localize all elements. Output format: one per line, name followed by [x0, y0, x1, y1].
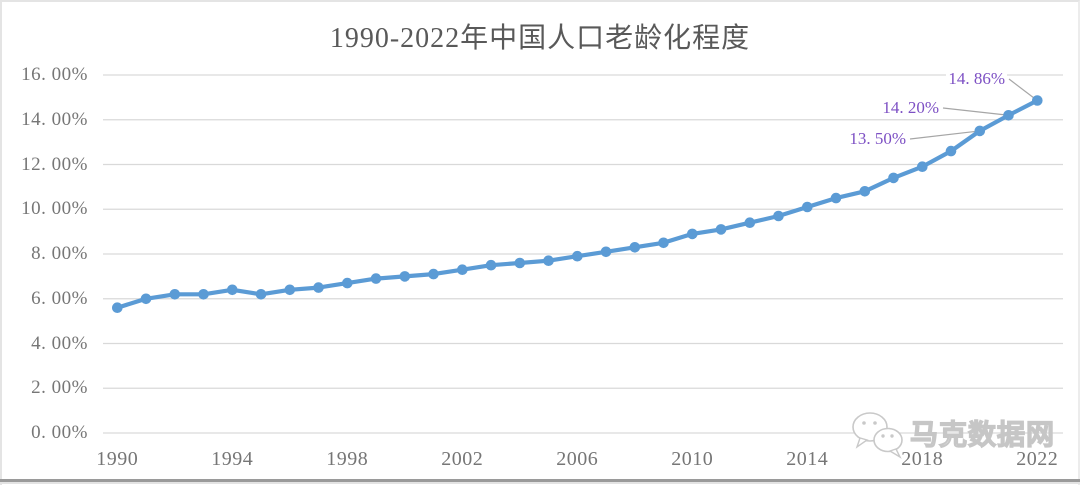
data-point-2013 [773, 210, 784, 222]
leader-line [1008, 78, 1038, 101]
data-point-2002 [457, 264, 468, 276]
x-axis-label: 2006 [556, 448, 599, 470]
x-axis-label: 2010 [671, 448, 714, 470]
data-point-1998 [342, 277, 353, 289]
data-point-1995 [255, 289, 267, 300]
data-point-1990 [112, 302, 123, 314]
y-axis-label: 0. 00% [31, 422, 88, 443]
x-axis-label: 1994 [211, 448, 254, 470]
x-axis-label: 1990 [96, 448, 139, 470]
data-point-2011 [715, 224, 727, 235]
data-point-1999 [370, 273, 382, 284]
y-axis-label: 6. 00% [31, 287, 88, 309]
chart-title: 1990-2022年中国人口老龄化程度 [329, 23, 751, 54]
y-axis-label: 16. 00% [21, 64, 88, 85]
data-label-2021: 14. 20% [880, 97, 941, 118]
data-point-2006 [572, 250, 583, 262]
data-point-1991 [140, 293, 152, 305]
y-axis-label: 10. 00% [21, 198, 88, 220]
watermark: 马克数据网 [846, 406, 1072, 460]
data-point-2016 [859, 186, 871, 197]
data-point-2015 [830, 192, 842, 204]
x-axis-label: 1998 [326, 448, 369, 470]
data-point-2007 [600, 246, 612, 258]
data-label-2020: 13. 50% [847, 128, 908, 149]
y-axis-label: 14. 00% [21, 108, 88, 130]
data-point-1992 [169, 289, 181, 300]
data-point-1996 [284, 284, 296, 296]
leader-line [942, 107, 1009, 116]
y-axis-label: 8. 00% [31, 243, 88, 264]
data-point-2009 [658, 237, 669, 249]
data-point-2003 [485, 259, 497, 271]
data-point-2020 [974, 125, 986, 137]
data-point-2004 [514, 257, 526, 269]
data-label-2022: 14. 86% [946, 68, 1007, 89]
bottom-border-bar [0, 479, 1080, 484]
watermark-text: 马克数据网 [909, 418, 1056, 450]
data-point-2001 [428, 268, 439, 280]
x-axis-label: 2002 [441, 448, 484, 470]
x-axis-label: 2014 [786, 448, 829, 470]
data-point-2021 [1003, 110, 1014, 121]
wechat-icon [852, 412, 903, 459]
data-point-2022 [1032, 95, 1043, 106]
x-axis-label: 2022 [1016, 448, 1059, 470]
data-point-2018 [917, 161, 928, 172]
data-point-2019 [945, 145, 957, 157]
data-point-2012 [744, 217, 756, 228]
data-point-2017 [888, 172, 899, 184]
y-axis-label: 12. 00% [21, 153, 88, 175]
data-point-1993 [198, 289, 209, 300]
data-point-2010 [687, 228, 698, 240]
data-point-2008 [629, 242, 641, 253]
y-axis-label: 4. 00% [31, 332, 88, 354]
data-point-2005 [543, 255, 554, 266]
data-point-1994 [227, 284, 238, 296]
x-axis-label: 2018 [901, 448, 944, 470]
data-point-2000 [399, 271, 411, 282]
data-point-1997 [313, 282, 324, 293]
data-point-2014 [802, 201, 813, 213]
leader-line [909, 130, 980, 140]
y-axis-label: 2. 00% [31, 377, 88, 399]
